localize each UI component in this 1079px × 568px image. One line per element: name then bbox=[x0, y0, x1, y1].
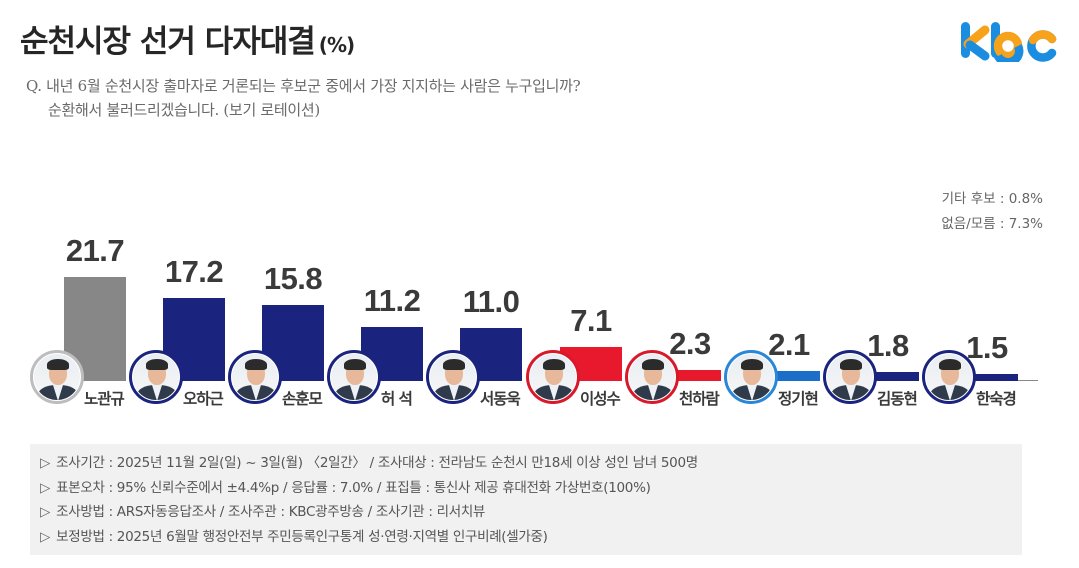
candidate-name: 천하람 bbox=[679, 390, 720, 408]
candidate-photo-avatar bbox=[625, 350, 679, 404]
bar-10 bbox=[956, 374, 1018, 381]
question-line-1: Q. 내년 6월 순천시장 출마자로 거론되는 후보군 중에서 가장 지지하는 … bbox=[26, 77, 581, 95]
candidate-photo-avatar bbox=[724, 350, 778, 404]
candidate-photo-avatar bbox=[129, 350, 183, 404]
kbc-logo-icon bbox=[961, 22, 1057, 62]
bar-8 bbox=[758, 371, 820, 381]
bar-value-label: 11.2 bbox=[363, 283, 421, 318]
triangle-bullet-icon: ▷ bbox=[40, 504, 51, 520]
candidate-name: 서동욱 bbox=[480, 390, 521, 408]
survey-note-text: 조사방법 : ARS자동응답조사 / 조사주관 : KBC광주방송 / 조사기관… bbox=[56, 504, 486, 520]
survey-note-text: 조사기간 : 2025년 11월 2일(일) ~ 3일(월) 〈2일간〉 / 조… bbox=[56, 455, 698, 471]
survey-question: Q. 내년 6월 순천시장 출마자로 거론되는 후보군 중에서 가장 지지하는 … bbox=[26, 74, 581, 122]
candidate-photo-avatar bbox=[526, 350, 580, 404]
survey-note-text: 표본오차 : 95% 신뢰수준에서 ±4.4%p / 응답률 : 7.0% / … bbox=[56, 479, 651, 496]
candidate-photo-avatar bbox=[327, 350, 381, 404]
candidate-name: 허 석 bbox=[381, 390, 413, 408]
bar-chart: 21.7 노관규 17.2 오하근 15.8 손훈모 11.2 허 석 11.0 서동욱 7.1 이성… bbox=[30, 233, 1038, 408]
survey-note-row: ▷ 조사방법 : ARS자동응답조사 / 조사주관 : KBC광주방송 / 조사기… bbox=[40, 500, 1022, 525]
candidate-name: 김동현 bbox=[877, 390, 918, 408]
survey-note-row: ▷ 표본오차 : 95% 신뢰수준에서 ±4.4%p / 응답률 : 7.0% /… bbox=[40, 476, 1022, 501]
bar-value-label: 15.8 bbox=[263, 261, 323, 296]
survey-note-row: ▷ 보정방법 : 2025년 6월말 행정안전부 주민등록인구통계 성·연령·지역… bbox=[40, 525, 1022, 550]
triangle-bullet-icon: ▷ bbox=[40, 455, 51, 471]
bar-value-label: 17.2 bbox=[164, 254, 224, 289]
candidate-name: 한숙경 bbox=[976, 390, 1017, 408]
other-responses: 기타 후보 : 0.8% 없음/모름 : 7.3% bbox=[941, 187, 1043, 237]
bar-value-label: 2.3 bbox=[669, 326, 711, 361]
bar-value-label: 21.7 bbox=[65, 233, 125, 268]
bar-9 bbox=[857, 372, 919, 381]
chart-baseline bbox=[1017, 380, 1038, 381]
survey-notes: ▷ 조사기간 : 2025년 11월 2일(일) ~ 3일(월) 〈2일간〉 / … bbox=[30, 444, 1022, 555]
bar-value-label: 11.0 bbox=[462, 284, 520, 319]
bar-7 bbox=[659, 370, 721, 381]
bar-value-label: 1.5 bbox=[966, 330, 1008, 365]
candidate-photo-avatar bbox=[30, 350, 84, 404]
candidate-name: 노관규 bbox=[84, 390, 125, 408]
title-unit: (%) bbox=[318, 33, 355, 57]
none-unknown-value: 없음/모름 : 7.3% bbox=[941, 216, 1043, 232]
survey-note-row: ▷ 조사기간 : 2025년 11월 2일(일) ~ 3일(월) 〈2일간〉 / … bbox=[40, 451, 1022, 476]
candidate-photo-avatar bbox=[228, 350, 282, 404]
other-candidates-value: 기타 후보 : 0.8% bbox=[941, 191, 1043, 207]
page-title: 순천시장 선거 다자대결 (%) bbox=[20, 16, 355, 61]
title-text: 순천시장 선거 다자대결 bbox=[20, 24, 316, 60]
candidate-name: 오하근 bbox=[183, 390, 224, 408]
bar-value-label: 1.8 bbox=[867, 328, 909, 363]
triangle-bullet-icon: ▷ bbox=[40, 528, 51, 545]
candidate-photo-avatar bbox=[823, 350, 877, 404]
survey-note-text: 보정방법 : 2025년 6월말 행정안전부 주민등록인구통계 성·연령·지역별… bbox=[56, 528, 548, 545]
candidate-name: 정기현 bbox=[778, 390, 819, 408]
candidate-name: 손훈모 bbox=[282, 390, 323, 408]
question-line-2: 순환해서 불러드리겠습니다. (보기 로테이션) bbox=[48, 101, 320, 119]
candidate-name: 이성수 bbox=[580, 390, 621, 408]
triangle-bullet-icon: ▷ bbox=[40, 479, 51, 496]
bar-value-label: 2.1 bbox=[768, 327, 810, 362]
candidate-photo-avatar bbox=[922, 350, 976, 404]
bar-value-label: 7.1 bbox=[570, 303, 612, 338]
candidate-photo-avatar bbox=[426, 350, 480, 404]
